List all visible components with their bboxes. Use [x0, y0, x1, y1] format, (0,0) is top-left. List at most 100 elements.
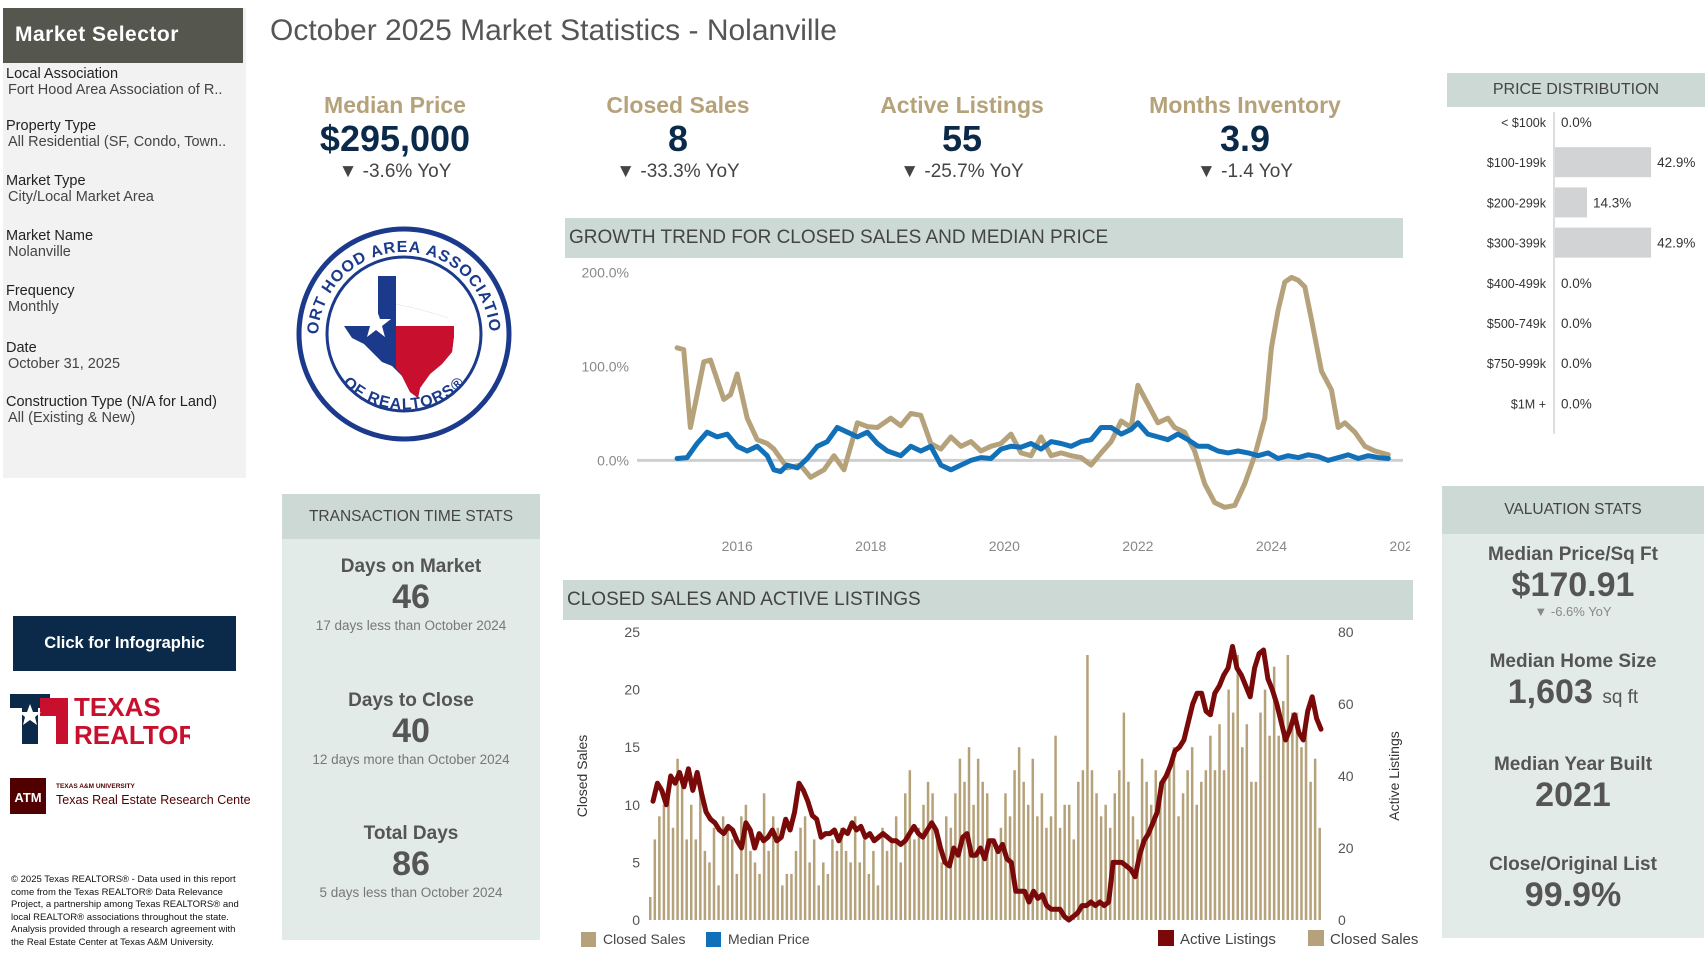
closed-sales-bar: [1272, 666, 1276, 920]
left-tick-label: 5: [632, 854, 640, 870]
price-bar: [1555, 187, 1588, 218]
infographic-button[interactable]: Click for Infographic: [13, 616, 236, 671]
filter-local-association[interactable]: Local Association Fort Hood Area Associa…: [6, 66, 242, 98]
stat-value: 1,603 sq ft: [1442, 673, 1704, 717]
closed-sales-bar: [1149, 804, 1153, 920]
filter-frequency[interactable]: Frequency Monthly: [6, 283, 242, 315]
price-distribution-header: PRICE DISTRIBUTION: [1447, 73, 1705, 107]
filter-label: Property Type: [6, 118, 97, 134]
filter-market-type[interactable]: Market Type City/Local Market Area: [6, 173, 242, 205]
closed-sales-bar: [1186, 770, 1189, 920]
closed-sales-bar: [1013, 770, 1016, 920]
closed-sales-bar: [954, 793, 957, 920]
price-bar-label: 0.0%: [1561, 356, 1592, 371]
closed-sales-bar: [1063, 804, 1066, 920]
price-bucket-label: < $100k: [1501, 116, 1547, 130]
kpi-value: 3.9: [1219, 118, 1271, 159]
growth-trend-header: GROWTH TREND FOR CLOSED SALES AND MEDIAN…: [565, 218, 1403, 258]
closed-sales-bar: [1086, 655, 1089, 920]
closed-sales-bar: [689, 804, 693, 920]
filter-construction-type[interactable]: Construction Type (N/A for Land) All (Ex…: [6, 394, 242, 426]
tamu-research-center-logo: ATM TEXAS A&M UNIVERSITY Texas Real Esta…: [10, 778, 250, 814]
filter-property-type[interactable]: Property Type All Residential (SF, Condo…: [6, 118, 242, 150]
price-distribution-chart: < $100k 0.0% $100-199k 42.9% $200-299k 14.3% $…: [1487, 112, 1695, 434]
closed-sales-bar: [844, 850, 848, 920]
closed-sales-bar: [1227, 689, 1230, 920]
closed-sales-bar: [1222, 770, 1226, 920]
closed-sales-bar: [1195, 804, 1198, 920]
closed-sales-bar: [1026, 804, 1030, 920]
stat-median-home-size: Median Home Size 1,603 sq ft: [1442, 651, 1704, 717]
filter-label: Market Name: [6, 228, 94, 244]
closed-sales-bar: [826, 873, 830, 920]
closed-sales-bar: [990, 839, 994, 920]
closed-sales-bar: [922, 804, 925, 920]
closed-sales-bar: [1218, 724, 1221, 920]
filter-date[interactable]: Date October 31, 2025: [6, 340, 242, 372]
closed-sales-bar: [1277, 735, 1280, 920]
closed-sales-bar: [1213, 770, 1217, 920]
filter-value[interactable]: Nolanville: [8, 244, 71, 260]
closed-sales-bar: [853, 816, 857, 920]
closed-sales-listings-chart: 25 20 15 10 5 0 80 60 40 20 0 Closed Sales Active Li…: [574, 624, 1418, 948]
closed-sales-bar: [1122, 712, 1126, 920]
filter-value[interactable]: City/Local Market Area: [8, 189, 154, 205]
home-size-number: 1,603: [1507, 673, 1593, 711]
closed-sales-bar: [658, 816, 661, 920]
price-bucket-label: $500-749k: [1487, 317, 1547, 331]
closed-sales-bar: [817, 885, 820, 920]
right-tick-label: 40: [1338, 768, 1354, 784]
closed-sales-bar: [881, 827, 884, 920]
closed-sales-bar: [1300, 747, 1303, 920]
closed-sales-bar: [753, 862, 757, 920]
stat-value: 99.9%: [1524, 876, 1622, 914]
closed-sales-bar: [876, 885, 880, 920]
closed-sales-bar: [1190, 747, 1194, 920]
left-tick-label: 10: [624, 797, 640, 813]
closed-sales-bar: [726, 827, 729, 920]
price-bucket-label: $400-499k: [1487, 277, 1547, 291]
kpi-median-price: Median Price $295,000 ▼ -3.6% YoY: [265, 92, 525, 183]
closed-sales-bar: [926, 781, 930, 920]
active-listings-line: [650, 643, 1324, 923]
kpi-active-listings: Active Listings 55 ▼ -25.7% YoY: [832, 92, 1092, 183]
filter-label: Frequency: [6, 283, 75, 299]
left-tick-label: 20: [624, 682, 640, 698]
closed-sales-bar: [1036, 816, 1039, 920]
kpi-delta: ▼ -25.7% YoY: [900, 161, 1024, 182]
closed-sales-bar: [935, 839, 939, 920]
closed-sales-bar: [867, 873, 871, 920]
filter-value[interactable]: All Residential (SF, Condo, Town..: [8, 134, 227, 150]
filter-label: Local Association: [6, 66, 119, 82]
price-bar-label: 42.9%: [1657, 155, 1695, 170]
closed-sales-bar: [717, 885, 720, 920]
closed-sales-bar: [1309, 781, 1312, 920]
closed-sales-bar: [1282, 701, 1285, 920]
left-tick-label: 15: [624, 739, 640, 755]
filter-market-name[interactable]: Market Name Nolanville: [6, 228, 242, 260]
closed-sales-bar: [835, 850, 839, 920]
closed-sales-bar: [1318, 827, 1321, 920]
closed-sales-bar: [999, 827, 1003, 920]
price-bar: [1555, 147, 1652, 178]
closed-sales-bar: [840, 827, 843, 920]
filter-value[interactable]: Fort Hood Area Association of R..: [8, 82, 223, 98]
closed-sales-bar: [1181, 793, 1185, 920]
stat-value: 2021: [1535, 776, 1611, 814]
filter-value[interactable]: October 31, 2025: [8, 356, 121, 372]
closed-sales-bar: [676, 758, 679, 920]
filter-value[interactable]: Monthly: [8, 299, 59, 315]
texas-realtors-logo: TEXAS REALTORS: [10, 692, 190, 748]
closed-sales-bar: [885, 850, 889, 920]
closed-sales-bar: [1136, 839, 1139, 920]
closed-sales-bar: [694, 839, 698, 920]
closed-sales-bar: [949, 827, 953, 920]
closed-sales-bar: [776, 827, 780, 920]
filter-value[interactable]: All (Existing & New): [8, 410, 136, 426]
closed-sales-bar: [1049, 816, 1053, 920]
kpi-value: $295,000: [319, 118, 471, 159]
closed-sales-bar: [1099, 816, 1103, 920]
stat-close-original-list: Close/Original List 99.9%: [1442, 854, 1704, 914]
home-size-unit: sq ft: [1602, 687, 1639, 708]
closed-sales-bar: [762, 793, 766, 920]
